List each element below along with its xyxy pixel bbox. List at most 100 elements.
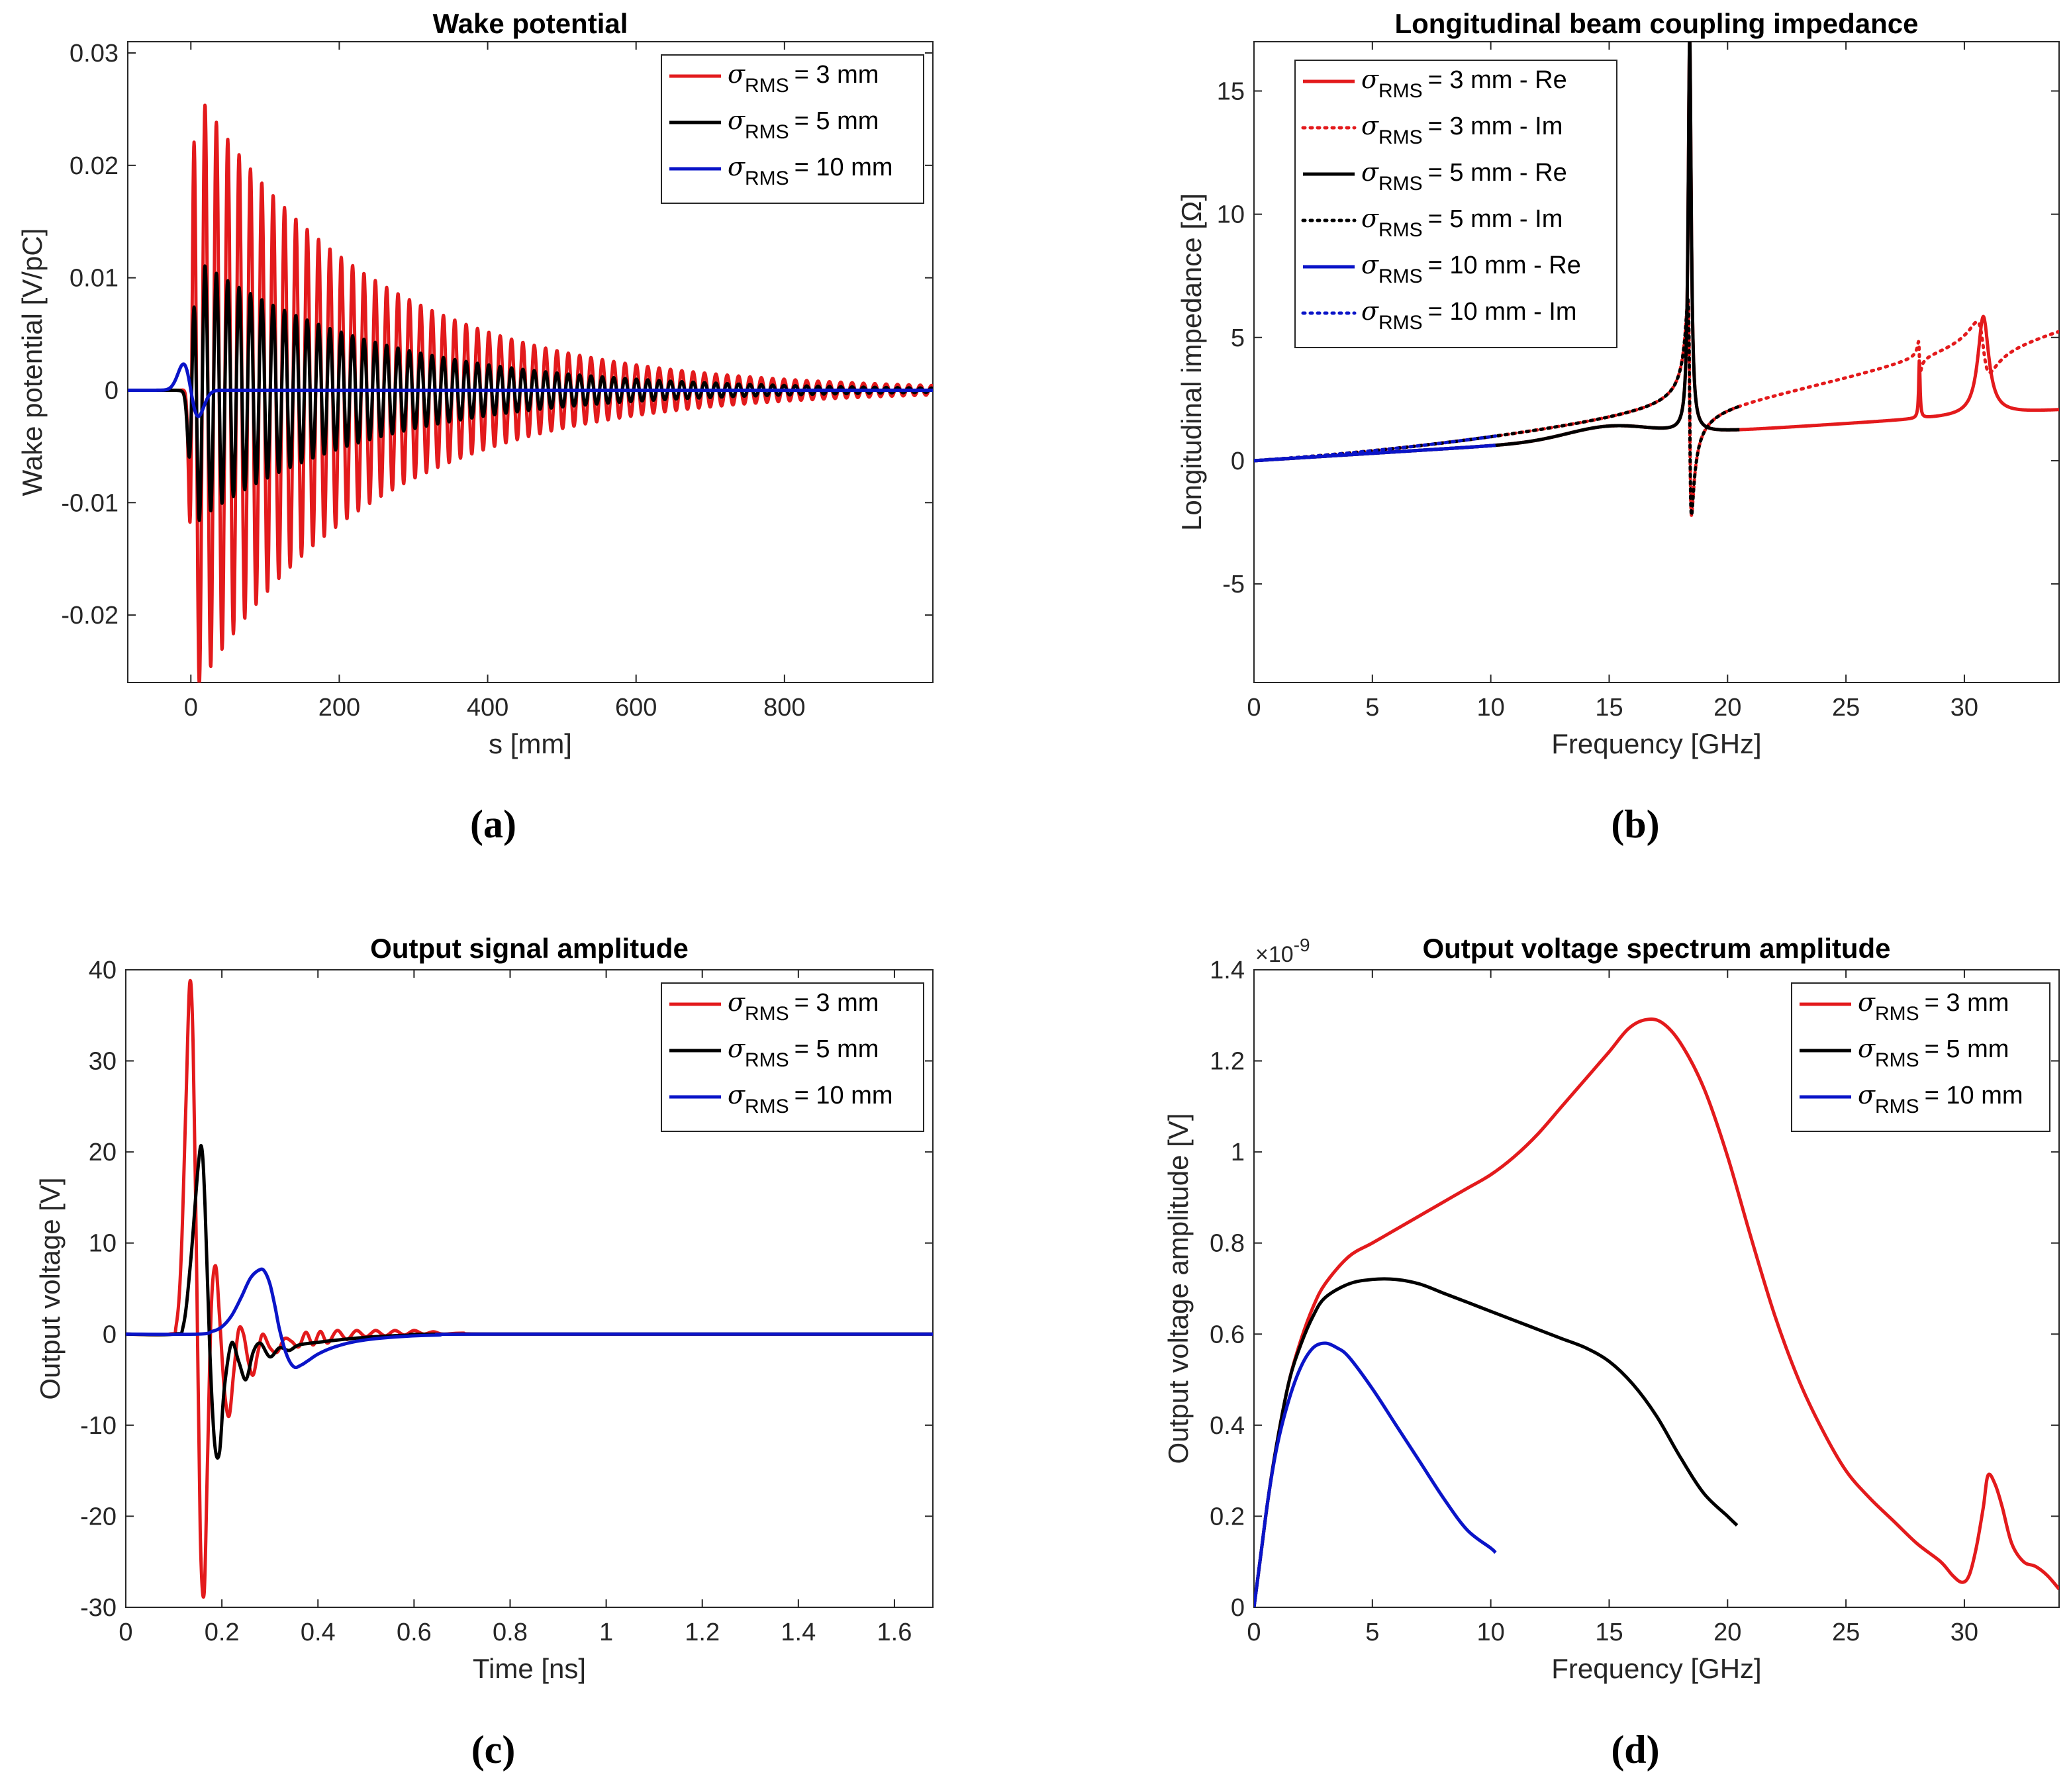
legend-subscript: RMS <box>745 1003 789 1025</box>
legend-label: = 10 mm <box>795 154 893 181</box>
y-multiplier: ×10-9 <box>1255 935 1310 967</box>
x-tick-label: 0.8 <box>493 1619 528 1646</box>
series-line-black-solid <box>1254 1277 1739 1607</box>
series-line-blue-solid <box>128 362 933 418</box>
legend-subscript: RMS <box>1378 219 1423 241</box>
chart-title: Longitudinal beam coupling impedance <box>1394 8 1918 39</box>
legend-sigma: σ <box>1361 204 1379 233</box>
legend-entry: σRMS = 10 mm <box>1858 1080 2023 1117</box>
legend-subscript: RMS <box>1875 1003 1919 1025</box>
x-tick-label: 1.2 <box>685 1619 720 1646</box>
y-tick-label: 0.02 <box>70 152 119 180</box>
legend-subscript: RMS <box>1378 126 1423 148</box>
y-tick-label: 0 <box>103 1321 117 1348</box>
x-tick-label: 0 <box>1247 1619 1261 1646</box>
legend-label: = 5 mm <box>795 107 879 135</box>
x-tick-label: 10 <box>1477 1619 1505 1646</box>
legend-label: = 3 mm - Im <box>1428 113 1563 140</box>
panel-label: (a) <box>470 802 516 846</box>
chart-title: Output voltage spectrum amplitude <box>1422 933 1890 964</box>
series-line-blue-dotted <box>1254 434 1498 463</box>
legend-sigma: σ <box>728 106 746 135</box>
panel-label: (c) <box>471 1728 516 1771</box>
chart-a: Wake potential 0 200 400 600 800 -0.02 -0.01 0 0.… <box>17 8 934 846</box>
series-line-red-solid <box>1254 1017 2059 1607</box>
y-axis-label: Output voltage amplitude [V] <box>1163 1113 1194 1464</box>
legend: σRMS = 3 mm σRMS = 5 mmσ RMS = 10 mm <box>661 54 924 204</box>
legend-label: = 10 mm - Re <box>1428 252 1581 279</box>
legend-label: = 5 mm - Re <box>1428 159 1567 187</box>
x-axis-label: Frequency [GHz] <box>1551 1653 1761 1684</box>
legend-label: = 5 mm - Im <box>1428 205 1563 233</box>
x-tick-label: 30 <box>1951 1619 1978 1646</box>
y-tick-label: 0.4 <box>1210 1412 1245 1440</box>
y-tick-label: -30 <box>80 1594 117 1622</box>
x-tick-label: 0 <box>184 694 198 722</box>
legend-entry: σRMS = 5 mm <box>728 106 879 143</box>
y-tick-label: 0.2 <box>1210 1503 1245 1531</box>
y-tick-label: -20 <box>80 1503 117 1531</box>
plot-area <box>126 978 933 1599</box>
y-tick-label: 1 <box>1231 1139 1245 1166</box>
legend-entry: σRMS = 3 mm <box>728 988 879 1025</box>
x-tick-label: 1 <box>599 1619 613 1646</box>
legend-sigma: σ <box>1361 158 1379 187</box>
y-tick-label: 1.2 <box>1210 1048 1245 1076</box>
legend-label: = 10 mm - Im <box>1428 298 1577 326</box>
y-tick-label: 30 <box>89 1048 117 1076</box>
legend-entry: σRMS = 5 mm <box>728 1034 879 1071</box>
x-tick-label: 20 <box>1713 694 1741 722</box>
x-tick-label: 15 <box>1595 1619 1623 1646</box>
y-tick-label: 0 <box>1231 1594 1245 1622</box>
legend-box <box>661 982 924 1132</box>
chart-b: Longitudinal beam coupling impedance 0 5 10… <box>1176 8 2060 846</box>
chart-title: Wake potential <box>433 8 628 39</box>
series-line-red-dotted <box>1254 297 2059 518</box>
chart-title: Output signal amplitude <box>370 933 689 964</box>
y-tick-label: 0.8 <box>1210 1230 1245 1258</box>
chart-c: Output signal amplitude 0 0.2 0.4 0.6 0.8 1 1.2… <box>34 933 934 1771</box>
y-tick-label: 0 <box>1231 448 1245 475</box>
series-line-blue-solid <box>1254 1341 1497 1607</box>
legend-sigma: σ <box>728 1080 746 1109</box>
legend-label: = 5 mm <box>795 1035 879 1063</box>
panel-label: (b) <box>1611 802 1659 846</box>
x-tick-label: 15 <box>1595 694 1623 722</box>
legend-subscript: RMS <box>1875 1049 1919 1071</box>
legend-box <box>1791 982 2050 1132</box>
series-line-blue-solid <box>126 1267 933 1370</box>
y-multiplier-base: ×10 <box>1255 942 1294 967</box>
y-tick-label: 0.01 <box>70 265 119 293</box>
y-tick-label: -5 <box>1222 571 1245 598</box>
legend-entry: σRMS = 10 mm <box>728 152 893 189</box>
y-tick-label: 15 <box>1217 77 1245 105</box>
x-tick-label: 1.6 <box>877 1619 912 1646</box>
legend-entry: σRMS = 3 mm <box>1858 988 2009 1025</box>
legend-entry: σRMS = 3 mm <box>728 60 879 97</box>
legend-entry: σRMS = 10 mm <box>728 1080 893 1117</box>
legend-subscript: RMS <box>745 1049 789 1071</box>
x-tick-label: 0.6 <box>397 1619 432 1646</box>
legend-label: = 10 mm <box>795 1082 893 1109</box>
legend-entry: σRMS = 10 mm - Re <box>1361 250 1581 287</box>
y-tick-label: 1.4 <box>1210 957 1245 984</box>
legend-entry: σRMS = 5 mm - Im <box>1361 204 1563 241</box>
legend-label: = 3 mm <box>1925 989 2009 1017</box>
legend-subscript: RMS <box>745 167 789 189</box>
legend-sigma: σ <box>1361 65 1379 94</box>
axes-box <box>1253 969 2060 1608</box>
y-tick-label: 10 <box>89 1230 117 1258</box>
plot-area <box>1254 42 2059 518</box>
legend-entry: σRMS = 5 mm <box>1858 1034 2009 1071</box>
x-tick-label: 0 <box>119 1619 132 1646</box>
legend-entry: σRMS = 3 mm - Re <box>1361 65 1567 102</box>
x-tick-label: 20 <box>1713 1619 1741 1646</box>
x-axis-label: Frequency [GHz] <box>1551 728 1761 759</box>
x-tick-label: 0 <box>1247 694 1261 722</box>
panel-label: (d) <box>1611 1728 1659 1771</box>
legend-subscript: RMS <box>1875 1096 1919 1117</box>
legend-sigma: σ <box>1361 297 1379 326</box>
legend-box <box>1294 60 1617 348</box>
